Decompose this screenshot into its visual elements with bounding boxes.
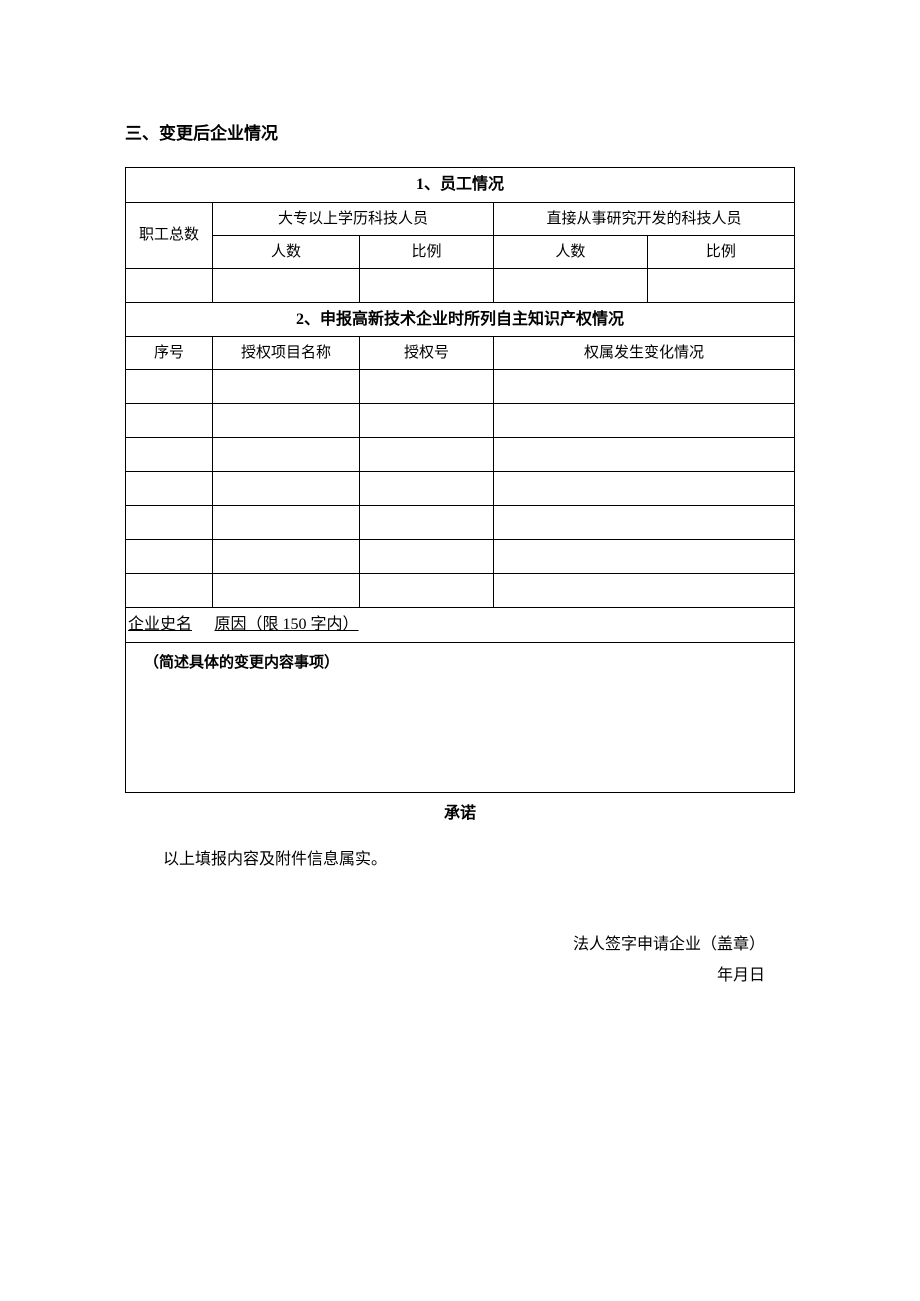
table-row bbox=[126, 574, 795, 608]
col-college-staff: 大专以上学历科技人员 bbox=[212, 202, 493, 235]
cell-seq[interactable] bbox=[126, 540, 213, 574]
cell-seq[interactable] bbox=[126, 472, 213, 506]
cell-seq[interactable] bbox=[126, 370, 213, 404]
cell-change[interactable] bbox=[493, 472, 794, 506]
cell-auth[interactable] bbox=[360, 540, 494, 574]
table2-header: 2、申报高新技术企业时所列自主知识产权情况 bbox=[126, 302, 795, 337]
cell-change[interactable] bbox=[493, 574, 794, 608]
sub-ratio-2: 比例 bbox=[647, 235, 794, 268]
table1-title: 1、员工情况 bbox=[126, 168, 795, 203]
cell-name[interactable] bbox=[212, 540, 359, 574]
reason-label-left: 企业史名 bbox=[126, 608, 213, 643]
table2-columns: 序号 授权项目名称 授权号 权属发生变化情况 bbox=[126, 337, 795, 370]
table1-header: 1、员工情况 bbox=[126, 168, 795, 203]
col-project-name: 授权项目名称 bbox=[212, 337, 359, 370]
reason-content-row: （简述具体的变更内容事项） bbox=[126, 642, 795, 792]
cell-auth[interactable] bbox=[360, 404, 494, 438]
commitment-title: 承诺 bbox=[125, 801, 795, 827]
cell-name[interactable] bbox=[212, 370, 359, 404]
signature-block: 法人签字申请企业（盖章） 年月日 bbox=[125, 930, 795, 991]
cell-college-count[interactable] bbox=[212, 268, 359, 302]
cell-seq[interactable] bbox=[126, 438, 213, 472]
cell-rd-ratio[interactable] bbox=[647, 268, 794, 302]
sub-ratio-1: 比例 bbox=[360, 235, 494, 268]
cell-seq[interactable] bbox=[126, 574, 213, 608]
table-row bbox=[126, 404, 795, 438]
cell-seq[interactable] bbox=[126, 506, 213, 540]
table-row bbox=[126, 540, 795, 574]
reason-content[interactable]: （简述具体的变更内容事项） bbox=[126, 642, 795, 792]
sub-count-2: 人数 bbox=[493, 235, 647, 268]
cell-college-ratio[interactable] bbox=[360, 268, 494, 302]
col-rd-staff: 直接从事研究开发的科技人员 bbox=[493, 202, 794, 235]
signature-line: 法人签字申请企业（盖章） bbox=[125, 930, 765, 960]
table1-subcolumns: 人数 比例 人数 比例 bbox=[126, 235, 795, 268]
cell-auth[interactable] bbox=[360, 574, 494, 608]
cell-total[interactable] bbox=[126, 268, 213, 302]
col-auth-no: 授权号 bbox=[360, 337, 494, 370]
cell-name[interactable] bbox=[212, 404, 359, 438]
reason-label-row: 企业史名 原因（限 150 字内） bbox=[126, 608, 795, 643]
cell-auth[interactable] bbox=[360, 506, 494, 540]
table-row bbox=[126, 472, 795, 506]
table-row bbox=[126, 370, 795, 404]
main-table: 1、员工情况 职工总数 大专以上学历科技人员 直接从事研究开发的科技人员 人数 … bbox=[125, 167, 795, 793]
cell-rd-count[interactable] bbox=[493, 268, 647, 302]
cell-name[interactable] bbox=[212, 506, 359, 540]
cell-auth[interactable] bbox=[360, 370, 494, 404]
col-total-staff: 职工总数 bbox=[126, 202, 213, 268]
table2-title: 2、申报高新技术企业时所列自主知识产权情况 bbox=[126, 302, 795, 337]
table-row bbox=[126, 506, 795, 540]
cell-change[interactable] bbox=[493, 438, 794, 472]
cell-auth[interactable] bbox=[360, 438, 494, 472]
cell-name[interactable] bbox=[212, 574, 359, 608]
cell-seq[interactable] bbox=[126, 404, 213, 438]
date-line: 年月日 bbox=[125, 961, 765, 991]
cell-name[interactable] bbox=[212, 438, 359, 472]
cell-name[interactable] bbox=[212, 472, 359, 506]
reason-label-right: 原因（限 150 字内） bbox=[212, 608, 794, 643]
cell-change[interactable] bbox=[493, 540, 794, 574]
cell-change[interactable] bbox=[493, 370, 794, 404]
sub-count-1: 人数 bbox=[212, 235, 359, 268]
col-change: 权属发生变化情况 bbox=[493, 337, 794, 370]
commitment-text: 以上填报内容及附件信息属实。 bbox=[125, 847, 795, 873]
table1-columns: 职工总数 大专以上学历科技人员 直接从事研究开发的科技人员 bbox=[126, 202, 795, 235]
table-row bbox=[126, 438, 795, 472]
cell-auth[interactable] bbox=[360, 472, 494, 506]
cell-change[interactable] bbox=[493, 404, 794, 438]
cell-change[interactable] bbox=[493, 506, 794, 540]
col-seq: 序号 bbox=[126, 337, 213, 370]
section-title: 三、变更后企业情况 bbox=[125, 120, 795, 147]
table1-data-row bbox=[126, 268, 795, 302]
